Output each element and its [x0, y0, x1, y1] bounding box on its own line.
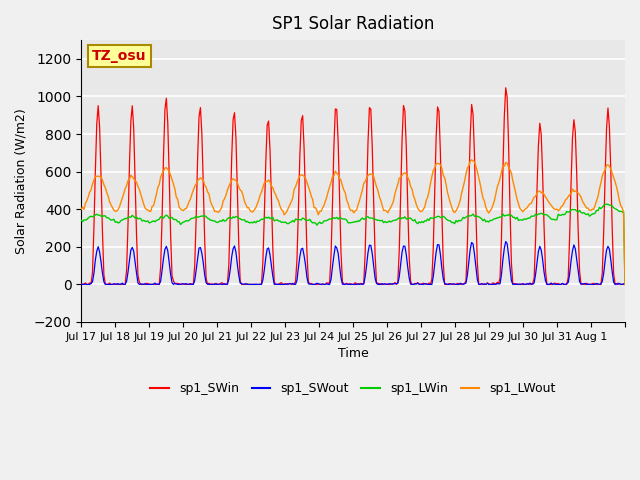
Text: TZ_osu: TZ_osu	[92, 49, 147, 63]
Y-axis label: Solar Radiation (W/m2): Solar Radiation (W/m2)	[15, 108, 28, 254]
Legend: sp1_SWin, sp1_SWout, sp1_LWin, sp1_LWout: sp1_SWin, sp1_SWout, sp1_LWin, sp1_LWout	[145, 377, 561, 400]
X-axis label: Time: Time	[338, 347, 369, 360]
Title: SP1 Solar Radiation: SP1 Solar Radiation	[272, 15, 435, 33]
